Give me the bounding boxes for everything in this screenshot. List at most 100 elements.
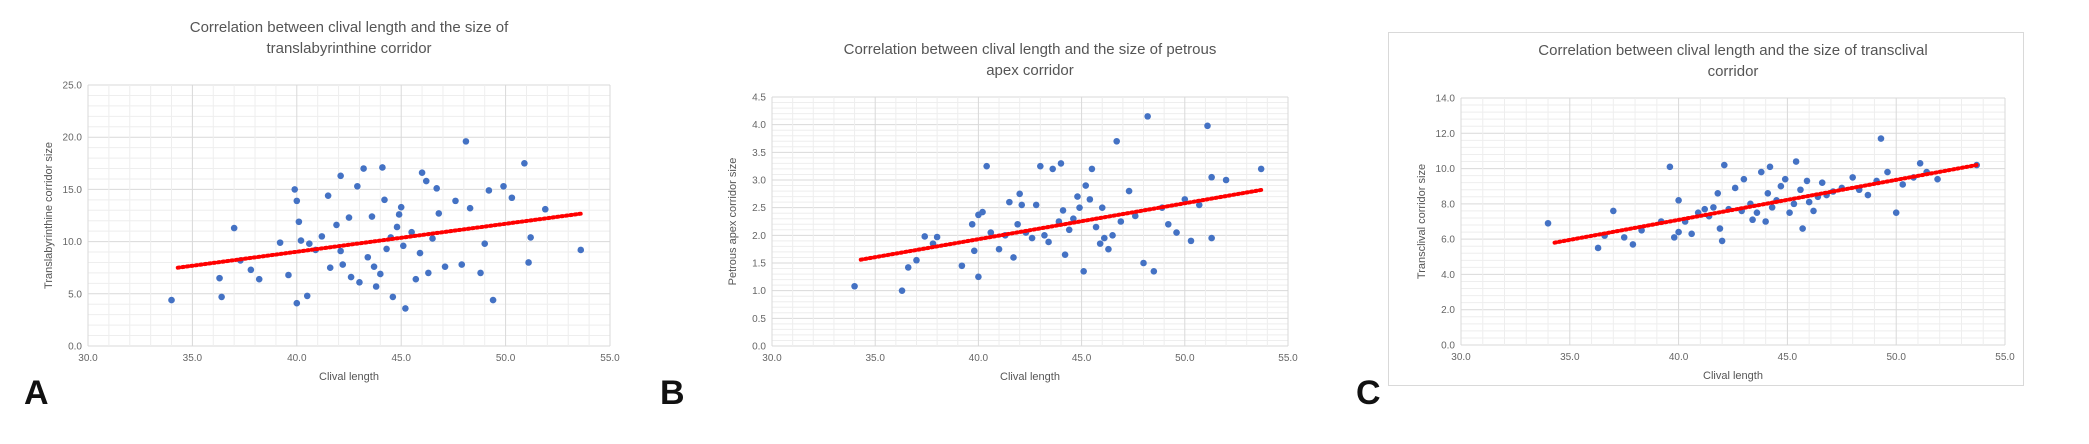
- data-point: [1740, 175, 1748, 183]
- data-point: [1916, 159, 1924, 167]
- data-point: [318, 233, 326, 240]
- data-point: [1032, 201, 1040, 209]
- data-point: [1781, 175, 1789, 183]
- data-point: [297, 237, 305, 244]
- data-point: [1061, 251, 1069, 258]
- data-point: [381, 196, 388, 204]
- x-tick-label: 50.0: [1175, 353, 1195, 364]
- y-tick-label: 12.0: [1436, 129, 1456, 140]
- x-tick-label: 40.0: [969, 353, 989, 364]
- data-point: [372, 283, 380, 290]
- data-point: [1610, 207, 1617, 215]
- y-tick-label: 4.5: [752, 93, 766, 104]
- data-point: [1006, 198, 1013, 206]
- data-point: [541, 205, 549, 213]
- data-point: [1731, 184, 1739, 192]
- chart-b: Correlation between clival length and th…: [727, 41, 1298, 383]
- data-point: [1544, 219, 1552, 227]
- data-point: [1864, 191, 1872, 199]
- data-point: [360, 165, 367, 172]
- data-point: [1899, 181, 1907, 188]
- x-tick-label: 50.0: [1886, 352, 1906, 363]
- x-tick-label: 45.0: [1778, 352, 1798, 363]
- data-point: [1076, 204, 1083, 211]
- data-point: [324, 192, 332, 199]
- data-point: [1670, 234, 1678, 241]
- x-tick-label: 35.0: [865, 353, 885, 364]
- data-point: [521, 160, 528, 167]
- data-point: [1764, 189, 1772, 197]
- data-point: [481, 240, 489, 247]
- panel-label-b: B: [660, 374, 685, 412]
- data-point: [1766, 163, 1774, 171]
- data-point: [970, 247, 978, 255]
- data-point: [1666, 163, 1674, 171]
- data-point: [1181, 196, 1189, 203]
- y-tick-label: 14.0: [1436, 94, 1456, 105]
- x-axis-label: Clival length: [1703, 370, 1763, 382]
- chart-panel-a: Correlation between clival length and th…: [18, 10, 630, 390]
- data-point: [1086, 196, 1094, 203]
- data-point: [276, 239, 284, 246]
- data-point: [983, 162, 990, 170]
- data-point: [425, 269, 432, 277]
- data-point: [364, 253, 372, 261]
- data-point: [1877, 135, 1885, 142]
- data-point: [1594, 244, 1602, 252]
- data-point: [1714, 189, 1722, 197]
- data-points: [851, 113, 1265, 294]
- y-tick-label: 25.0: [63, 81, 83, 92]
- data-point: [377, 270, 384, 278]
- chart-c: Correlation between clival length and th…: [1416, 42, 2015, 382]
- data-point: [1195, 201, 1203, 209]
- data-point: [508, 194, 516, 202]
- data-points: [168, 138, 585, 312]
- data-point: [333, 221, 340, 229]
- x-tick-label: 45.0: [391, 353, 411, 364]
- y-tick-label: 2.0: [1441, 305, 1455, 316]
- panel-label-a: A: [24, 374, 49, 412]
- data-point: [418, 169, 426, 176]
- y-tick-label: 1.0: [752, 286, 766, 297]
- data-point: [987, 229, 995, 236]
- x-tick-label: 40.0: [287, 353, 307, 364]
- data-point: [397, 203, 405, 211]
- gridlines: [1460, 97, 2006, 346]
- data-point: [1688, 230, 1695, 238]
- data-point: [1629, 241, 1637, 248]
- data-point: [1257, 165, 1265, 173]
- y-tick-label: 2.0: [752, 231, 766, 242]
- data-point: [399, 242, 407, 250]
- data-point: [255, 275, 263, 283]
- data-point: [339, 261, 347, 268]
- data-point: [293, 299, 301, 307]
- data-point: [979, 208, 986, 216]
- data-point: [1720, 161, 1728, 169]
- data-point: [303, 292, 311, 300]
- x-tick-label: 35.0: [183, 353, 203, 364]
- data-point: [1884, 168, 1891, 176]
- data-point: [1716, 225, 1724, 232]
- chart-title-line: Correlation between clival length and th…: [844, 41, 1217, 58]
- data-point: [295, 218, 303, 226]
- data-point: [1934, 175, 1941, 183]
- y-axis-label: Translabyrinthine corridor size: [43, 142, 55, 289]
- x-tick-label: 55.0: [1995, 352, 2015, 363]
- data-point: [489, 296, 497, 304]
- x-tick-label: 50.0: [496, 353, 516, 364]
- data-point: [291, 186, 299, 193]
- data-point: [1805, 198, 1813, 206]
- data-point: [904, 264, 912, 271]
- data-point: [1710, 204, 1717, 211]
- data-point: [1810, 207, 1817, 215]
- data-point: [216, 274, 223, 282]
- chart-panel-c: Correlation between clival length and th…: [1388, 32, 2024, 386]
- x-tick-label: 30.0: [1451, 352, 1471, 363]
- trendline: [858, 187, 1264, 262]
- data-point: [525, 259, 532, 266]
- data-point: [441, 263, 449, 270]
- y-tick-label: 0.5: [752, 314, 766, 325]
- data-point: [1173, 229, 1180, 236]
- data-point: [462, 138, 470, 145]
- x-tick-label: 30.0: [78, 353, 98, 364]
